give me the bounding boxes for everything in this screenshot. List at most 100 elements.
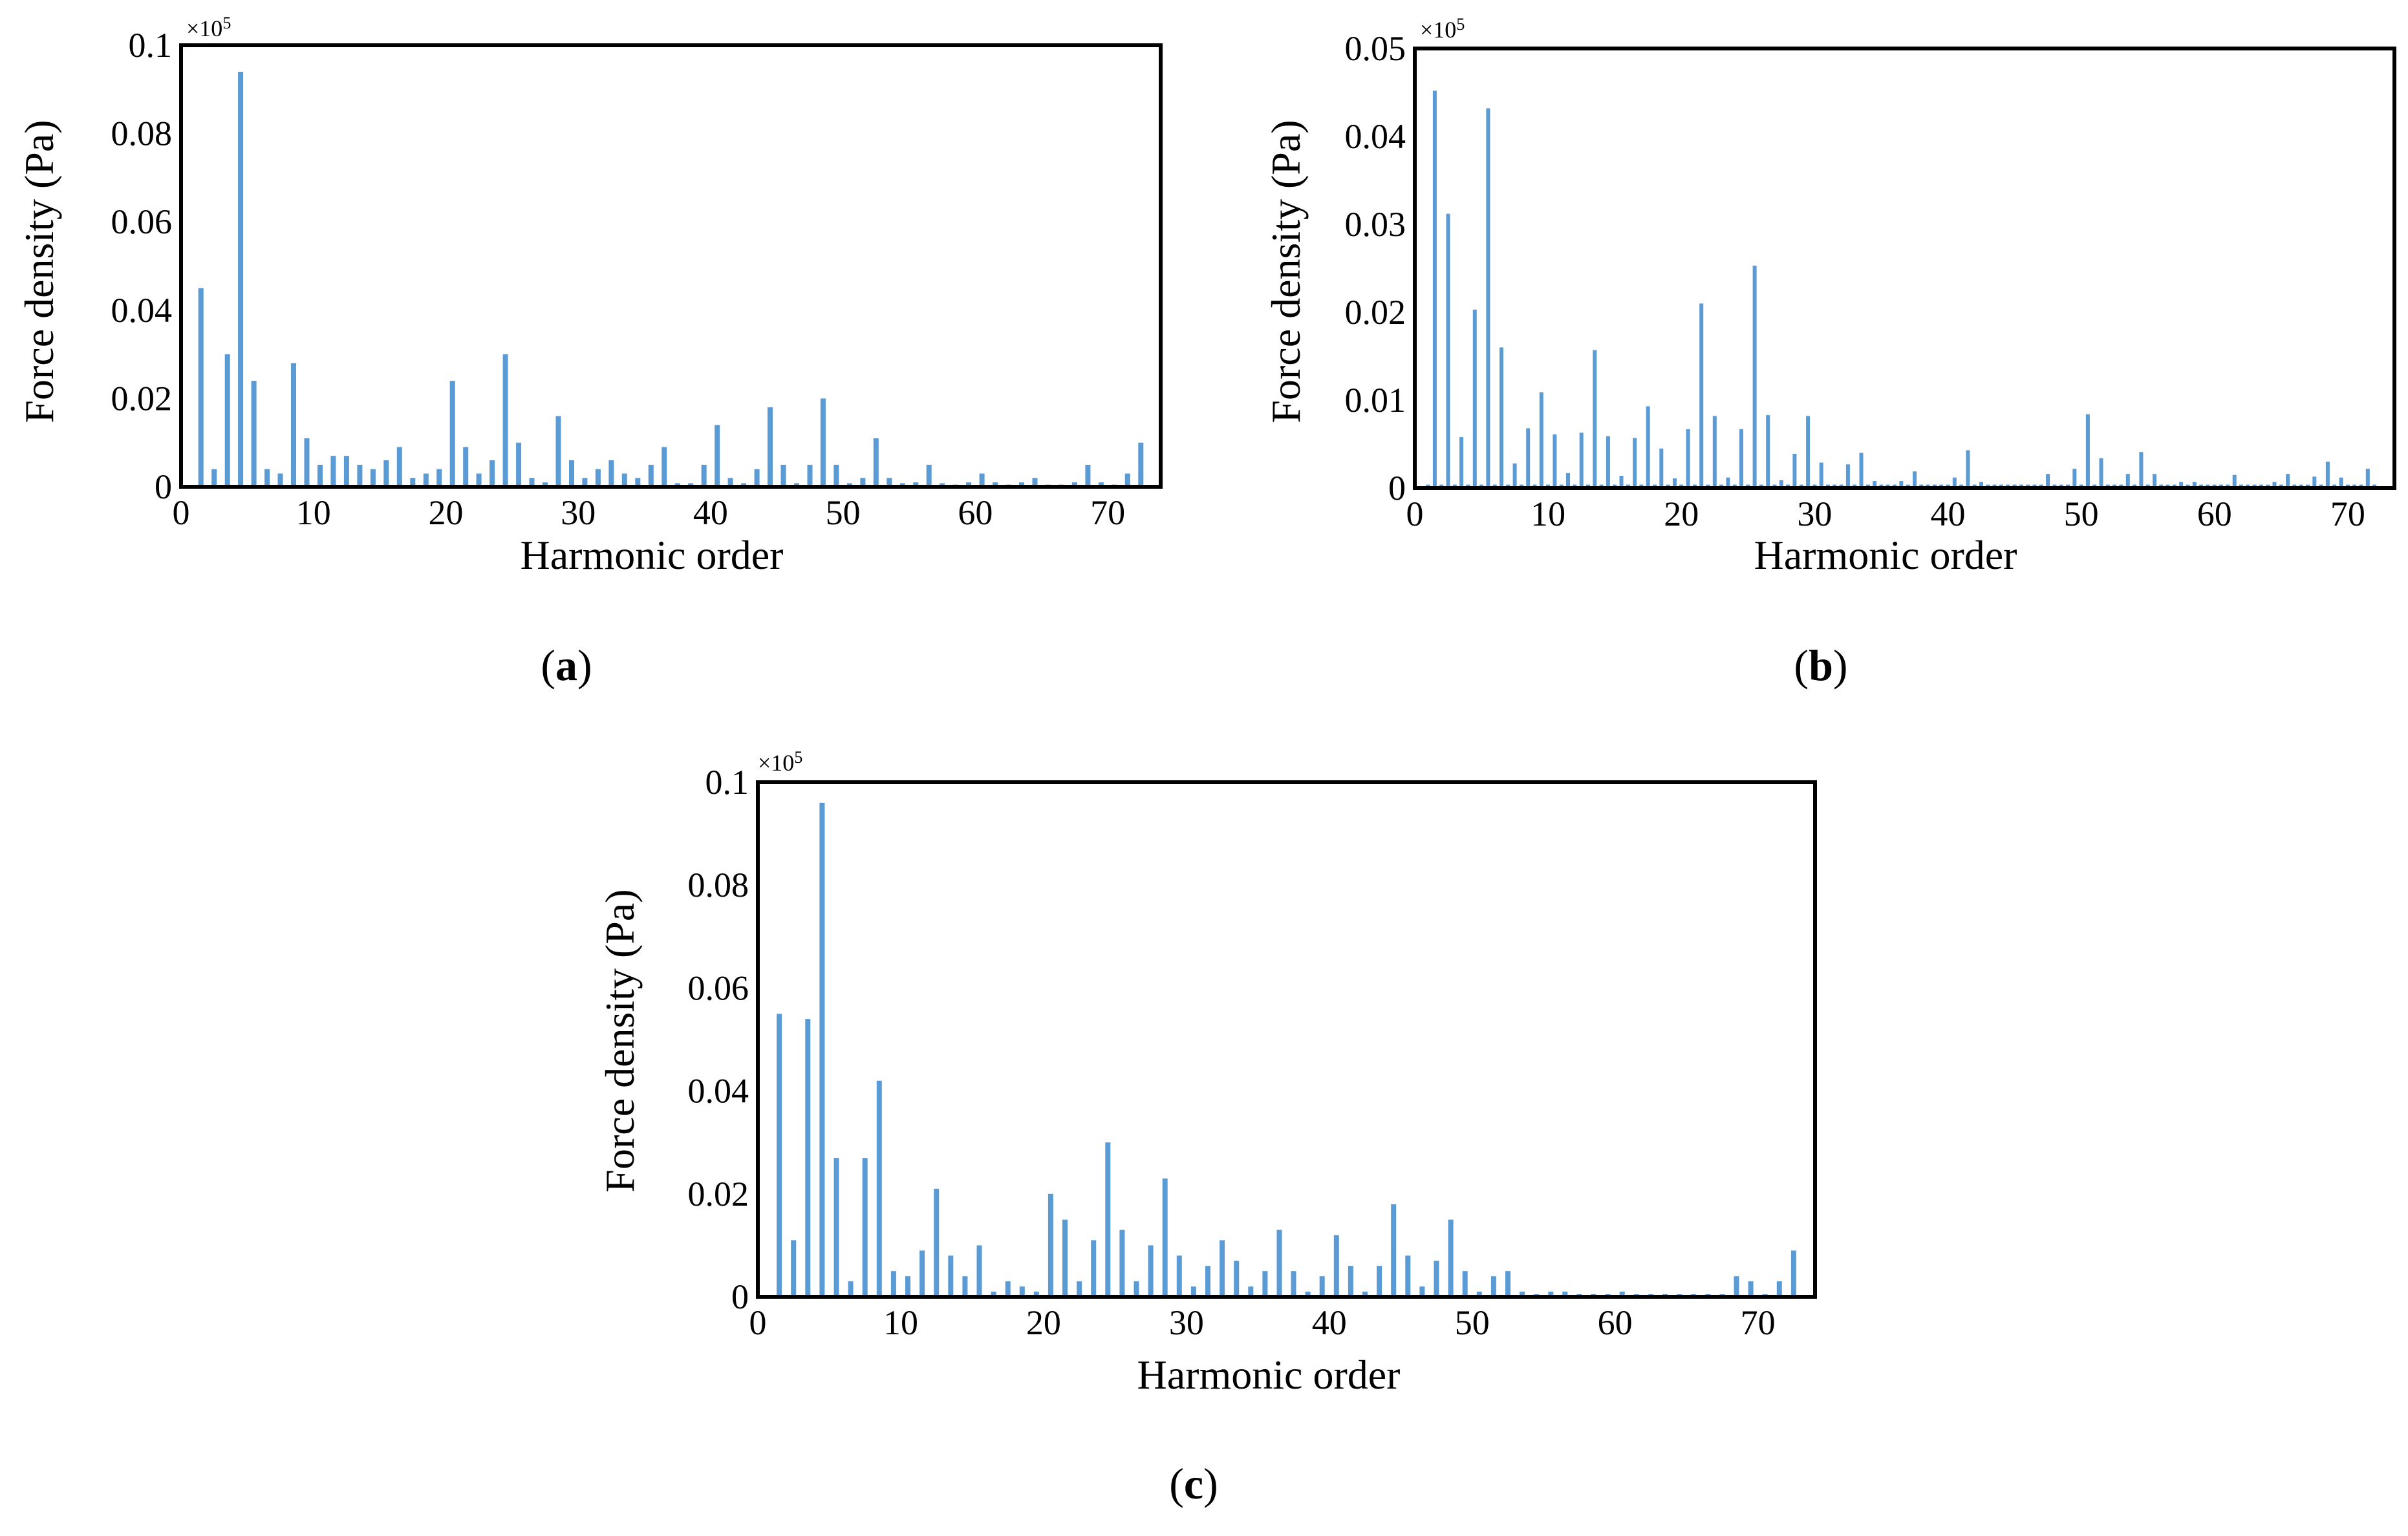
x-tick-label: 50 bbox=[2064, 495, 2099, 533]
y-tick-label: 0.08 bbox=[688, 866, 749, 904]
y-tick-label: 0.05 bbox=[1345, 29, 1406, 68]
bar-b-22 bbox=[1566, 473, 1570, 488]
bar-b-138 bbox=[2339, 477, 2343, 488]
bar-c-47 bbox=[1434, 1261, 1439, 1297]
bar-a-64 bbox=[1032, 478, 1038, 487]
bar-a-2 bbox=[211, 469, 217, 487]
x-tick-label: 30 bbox=[1169, 1303, 1204, 1342]
bar-a-40 bbox=[715, 425, 720, 487]
bar-a-52 bbox=[873, 438, 879, 487]
x-tick-label: 50 bbox=[1455, 1303, 1490, 1342]
bar-c-60 bbox=[1619, 1292, 1625, 1297]
bar-b-52 bbox=[1766, 415, 1770, 488]
bar-b-10 bbox=[1486, 108, 1490, 488]
x-tick-label: 60 bbox=[1598, 1303, 1633, 1342]
x-tick-label: 10 bbox=[296, 493, 331, 532]
y-tick-labels-c: 0 0.02 0.04 0.06 0.08 0.1 bbox=[688, 763, 749, 1316]
bar-a-11 bbox=[330, 456, 336, 487]
bar-a-23 bbox=[489, 460, 495, 487]
y-tick-label: 0.02 bbox=[688, 1175, 749, 1213]
bar-a-35 bbox=[648, 464, 654, 487]
bar-c-49 bbox=[1462, 1271, 1468, 1297]
bar-a-43 bbox=[754, 469, 760, 487]
bar-b-46 bbox=[1726, 477, 1730, 488]
bar-c-35 bbox=[1262, 1271, 1268, 1297]
x-tick-label: 20 bbox=[1664, 495, 1699, 533]
bar-b-38 bbox=[1672, 478, 1677, 488]
bar-c-15 bbox=[976, 1245, 982, 1297]
bar-a-21 bbox=[463, 447, 469, 487]
y-axis-label-c: Force density (Pa) bbox=[597, 889, 643, 1192]
bar-a-51 bbox=[860, 478, 866, 487]
bar-a-30 bbox=[582, 478, 588, 487]
bar-a-25 bbox=[516, 442, 522, 487]
bar-a-28 bbox=[555, 416, 561, 487]
bar-c-5 bbox=[833, 1158, 839, 1297]
x-tick-label: 20 bbox=[428, 493, 463, 532]
y-tick-label: 0.02 bbox=[111, 379, 173, 418]
bar-c-46 bbox=[1419, 1286, 1425, 1297]
bar-b-106 bbox=[2125, 474, 2130, 488]
bar-b-50 bbox=[1752, 265, 1757, 488]
bar-b-16 bbox=[1526, 428, 1531, 488]
bar-b-32 bbox=[1633, 438, 1637, 488]
x-tick-label: 40 bbox=[1930, 495, 1965, 533]
bar-b-110 bbox=[2153, 474, 2156, 488]
bar-a-39 bbox=[701, 464, 707, 487]
bar-a-9 bbox=[304, 438, 310, 487]
bar-b-80 bbox=[1952, 477, 1957, 488]
bar-b-64 bbox=[1845, 464, 1850, 488]
bar-b-114 bbox=[2179, 482, 2184, 488]
y-tick-label: 0.01 bbox=[1345, 381, 1406, 420]
bar-c-18 bbox=[1019, 1286, 1025, 1297]
multiplier-label-b: ×105 bbox=[1420, 15, 1465, 43]
bar-a-63 bbox=[1019, 482, 1024, 487]
bar-a-36 bbox=[661, 447, 667, 487]
bar-b-4 bbox=[1446, 213, 1450, 488]
y-tick-labels-a: 0 0.02 0.04 0.06 0.08 0.1 bbox=[111, 26, 173, 506]
bar-a-5 bbox=[251, 381, 257, 487]
x-tick-label: 60 bbox=[2197, 495, 2232, 533]
bar-b-82 bbox=[1966, 450, 1970, 488]
bar-a-41 bbox=[727, 478, 733, 487]
bar-b-24 bbox=[1579, 432, 1584, 488]
y-tick-label: 0.08 bbox=[111, 114, 173, 153]
bar-a-8 bbox=[291, 363, 296, 487]
bar-c-16 bbox=[991, 1292, 996, 1297]
bar-c-22 bbox=[1077, 1281, 1082, 1297]
bar-b-142 bbox=[2365, 469, 2370, 488]
bar-c-43 bbox=[1377, 1266, 1382, 1297]
bar-b-94 bbox=[2046, 474, 2050, 488]
bar-a-72 bbox=[1138, 442, 1144, 487]
bar-b-72 bbox=[1899, 481, 1904, 488]
bar-a-48 bbox=[820, 398, 826, 487]
y-tick-label: 0.04 bbox=[1345, 117, 1406, 156]
x-tick-label: 20 bbox=[1026, 1303, 1061, 1342]
bar-c-55 bbox=[1548, 1292, 1554, 1297]
bar-b-48 bbox=[1739, 429, 1743, 488]
panel-label-c: (c) bbox=[1169, 1459, 1218, 1508]
x-tick-label: 40 bbox=[1312, 1303, 1347, 1342]
bar-b-2 bbox=[1432, 91, 1437, 489]
x-tick-labels-a: 0 10 20 30 40 50 60 70 bbox=[173, 493, 1126, 532]
bar-b-128 bbox=[2272, 482, 2277, 488]
plot-frame-c bbox=[756, 780, 1817, 1299]
bar-b-8 bbox=[1472, 309, 1477, 488]
bar-c-23 bbox=[1091, 1240, 1097, 1297]
bar-c-69 bbox=[1748, 1281, 1754, 1297]
bar-a-33 bbox=[621, 473, 627, 487]
bar-c-51 bbox=[1490, 1276, 1496, 1297]
bar-a-19 bbox=[436, 469, 442, 487]
bar-c-17 bbox=[1005, 1281, 1011, 1297]
x-tick-label: 30 bbox=[561, 493, 596, 532]
bar-series-c bbox=[777, 802, 1796, 1297]
x-tick-label: 60 bbox=[958, 493, 993, 532]
x-tick-label: 10 bbox=[883, 1303, 918, 1342]
bar-b-58 bbox=[1806, 416, 1811, 488]
bar-a-56 bbox=[926, 464, 932, 487]
bar-b-68 bbox=[1873, 481, 1877, 488]
y-tick-label: 0.06 bbox=[111, 202, 173, 241]
bar-b-42 bbox=[1699, 303, 1704, 488]
bar-a-49 bbox=[833, 464, 839, 487]
